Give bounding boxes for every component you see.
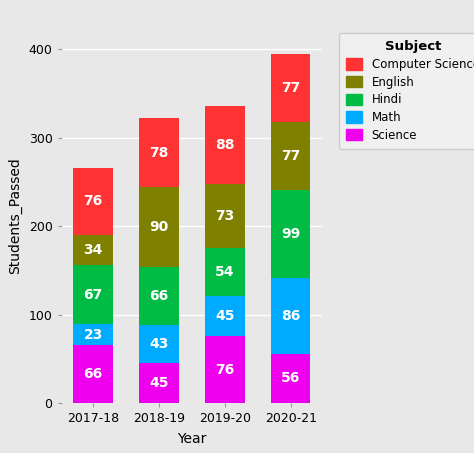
Text: 56: 56 [281, 371, 301, 386]
Y-axis label: Students_Passed: Students_Passed [8, 157, 22, 274]
Bar [73, 168, 113, 235]
Text: 67: 67 [83, 288, 103, 302]
Bar [205, 184, 245, 248]
Text: 76: 76 [83, 194, 103, 208]
Bar [139, 325, 179, 363]
X-axis label: Year: Year [177, 432, 207, 446]
Text: 45: 45 [215, 309, 235, 323]
Bar [205, 248, 245, 296]
Bar [73, 345, 113, 403]
Bar [271, 190, 310, 278]
Bar [139, 363, 179, 403]
Text: 66: 66 [149, 289, 169, 303]
Bar [139, 187, 179, 267]
Text: 99: 99 [281, 227, 301, 241]
Text: 78: 78 [149, 146, 169, 160]
Text: 90: 90 [149, 220, 169, 234]
Bar [271, 354, 310, 403]
Bar [73, 265, 113, 324]
Bar [73, 235, 113, 265]
Bar [139, 118, 179, 187]
Bar [271, 278, 310, 354]
Text: 76: 76 [215, 362, 235, 376]
Bar [205, 336, 245, 403]
Text: 23: 23 [83, 328, 103, 342]
Legend: Computer Science, English, Hindi, Math, Science: Computer Science, English, Hindi, Math, … [338, 33, 474, 149]
Text: 34: 34 [83, 243, 103, 257]
Text: 88: 88 [215, 138, 235, 152]
Text: 86: 86 [281, 308, 301, 323]
Text: 66: 66 [83, 367, 103, 381]
Bar [271, 54, 310, 122]
Bar [205, 106, 245, 184]
Text: 77: 77 [281, 149, 301, 163]
Bar [139, 267, 179, 325]
Text: 54: 54 [215, 265, 235, 279]
Text: 77: 77 [281, 81, 301, 95]
Bar [205, 296, 245, 336]
Text: 43: 43 [149, 337, 169, 352]
Text: 73: 73 [215, 209, 235, 223]
Bar [73, 324, 113, 345]
Bar [271, 122, 310, 190]
Text: 45: 45 [149, 376, 169, 390]
